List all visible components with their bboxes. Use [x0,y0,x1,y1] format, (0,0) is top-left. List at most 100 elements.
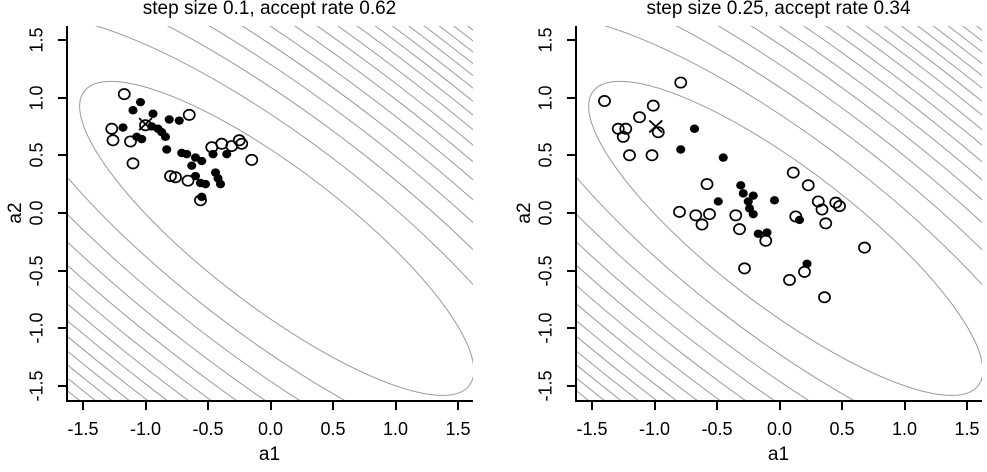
scatter-point-open [182,176,193,186]
y-tick-label: 0.5 [535,142,556,168]
y-tick [58,154,66,157]
scatter-point-open [799,267,810,277]
plot-canvas [577,26,982,400]
x-tick-label: 0.0 [257,419,284,439]
scatter-point-open [675,77,686,87]
x-tick [269,402,272,410]
y-tick-label: 1.5 [26,27,47,53]
contour-ellipse [577,26,982,400]
contour-ellipse [577,26,982,400]
scatter-point-open [620,124,631,134]
y-tick [58,269,66,272]
contour-ellipse [577,26,982,400]
scatter-point-open [819,292,830,302]
cross-marker [649,120,662,132]
contour-ellipse [577,26,982,400]
y-tick-label: -1.5 [26,370,47,402]
scatter-point-filled [174,116,184,125]
contour-ellipse [68,26,473,400]
scatter-point-filled [676,145,686,154]
scatter-point-filled [190,171,201,181]
contour-ellipse [68,26,473,400]
y-tick-label: 0.0 [535,200,556,226]
scatter-point-open [246,155,257,165]
contour-ellipse [577,39,982,400]
scatter-point-open [784,275,795,285]
x-tick [841,402,843,410]
scatter-point-filled [769,196,780,205]
plot-area [66,26,473,402]
scatter-point-filled [718,153,728,162]
y-tick [567,385,575,388]
y-tick-label: 0.0 [26,200,47,226]
contour-ellipse [68,26,473,400]
x-tick [716,402,718,410]
x-tick-label: 1.0 [382,419,409,439]
x-tick-label: -1.5 [576,419,608,439]
scatter-point-open [834,201,845,211]
x-tick [82,402,84,410]
panel-right: step size 0.25, accept rate 0.34 -1.5 -1.… [494,0,987,472]
x-axis-label: a1 [767,444,790,465]
scatter-point-open [195,195,206,205]
scatter-point-filled [118,123,128,132]
y-tick-label: 1.0 [535,85,556,111]
contour-ellipse [577,26,982,400]
x-tick [591,402,593,410]
y-tick [58,96,66,99]
scatter-point-open [184,110,195,120]
scatter-point-open [830,197,841,207]
x-tick-label: 0.0 [766,419,793,439]
y-tick [58,385,66,388]
scatter-point-open [170,172,181,182]
scatter-point-filled [736,181,746,190]
contour-ellipse [68,26,473,400]
panel-left: step size 0.1, accept rate 0.62 -1.5 -1.0… [0,0,493,472]
scatter-point-filled [160,132,171,142]
y-tick [567,269,575,272]
contour-ellipse [68,26,473,400]
contour-ellipse [68,26,473,400]
contour-ellipse [577,26,982,400]
scatter-point-open [788,167,799,177]
x-tick [457,402,459,410]
x-tick [653,402,656,410]
x-tick-label: 0.5 [320,419,346,439]
scatter-point-filled [137,134,147,144]
scatter-point-open [790,211,801,221]
scatter-point-open [701,179,712,189]
y-tick [58,212,66,214]
scatter-point-open [107,135,118,145]
x-tick-label: -0.5 [701,419,733,439]
plot-canvas [68,26,473,400]
scatter-point-filled [713,197,723,206]
x-tick [207,402,209,410]
y-tick [567,96,575,99]
scatter-point-filled [197,156,207,166]
scatter-point-filled [748,209,758,219]
contour-ellipse [577,26,982,400]
scatter-point-open [674,207,685,217]
scatter-point-open [236,139,247,149]
scatter-point-open [696,219,707,229]
x-tick-label: 1.5 [445,419,471,439]
scatter-point-filled [753,229,763,238]
cross-marker [139,118,152,130]
contour-ellipse [68,26,473,400]
contour-ellipse [577,26,982,400]
x-tick [332,402,334,410]
scatter-point-open [820,218,831,228]
scatter-point-open [127,158,138,168]
scatter-point-open [634,112,645,122]
x-tick-label: -0.5 [192,419,224,439]
scatter-point-open [140,120,151,130]
scatter-point-open [599,96,610,106]
y-tick [567,327,575,330]
scatter-point-filled [215,179,226,189]
scatter-point-filled [187,161,197,170]
y-tick-label: 0.5 [26,142,47,168]
contour-ellipse [68,26,473,400]
contour-ellipse [577,26,982,400]
scatter-point-open [859,242,870,252]
contour-ellipse [68,26,473,400]
